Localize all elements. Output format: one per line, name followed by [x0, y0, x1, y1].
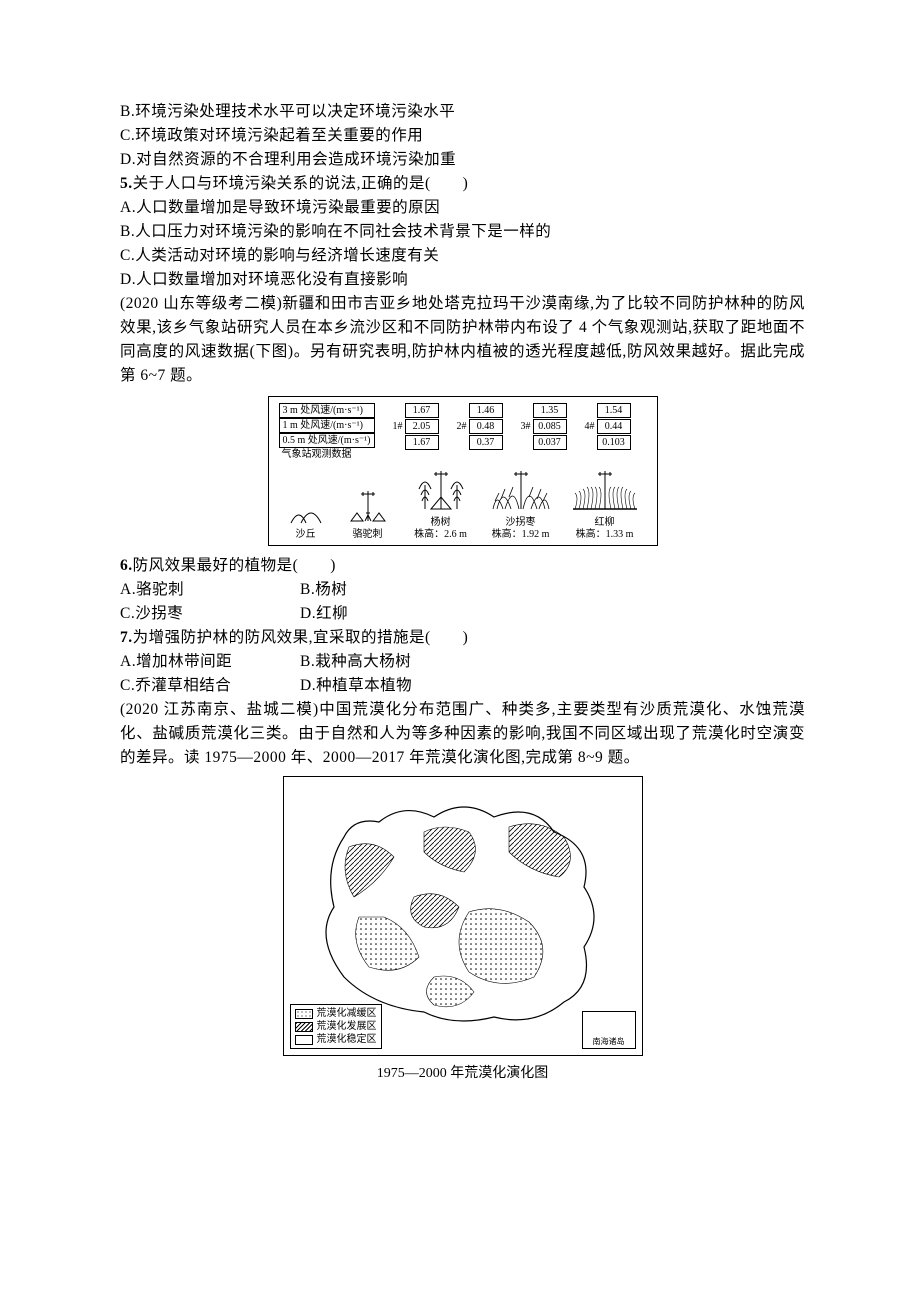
station-2-v1: 0.48: [469, 419, 503, 434]
calligonum-icon: [489, 471, 553, 515]
option-d: D.对自然资源的不合理利用会造成环境污染加重: [120, 148, 805, 172]
plant-calligonum: 沙拐枣 株高：1.92 m: [489, 471, 553, 541]
legend-stable: 荒漠化稳定区: [317, 1033, 377, 1046]
station-1-id: 1#: [393, 421, 403, 432]
q5-stem: 关于人口与环境污染关系的说法,正确的是( ): [133, 175, 469, 192]
poplar-icon: [413, 471, 469, 515]
plant-camelthorn-label: 骆驼刺: [353, 529, 383, 541]
option-b: B.环境污染处理技术水平可以决定环境污染水平: [120, 100, 805, 124]
inset-label: 南海诸岛: [593, 1036, 625, 1047]
q6-option-b: B.杨树: [300, 578, 420, 602]
plant-calligonum-height: 株高：1.92 m: [492, 529, 550, 541]
desertification-map: 荒漠化减缓区 荒漠化发展区 荒漠化稳定区 南海诸岛 1975—2000 年荒漠化…: [120, 776, 805, 1082]
station-3-id: 3#: [521, 421, 531, 432]
plant-tamarisk: 红柳 株高：1.33 m: [573, 471, 637, 541]
plant-calligonum-label: 沙拐枣: [506, 517, 536, 529]
legend-05m: 0.5 m 处风速/(m·s⁻¹): [279, 433, 375, 448]
station-1-v3: 1.67: [405, 403, 439, 418]
option-c: C.环境政策对环境污染起着至关重要的作用: [120, 124, 805, 148]
q6-options-row1: A.骆驼刺 B.杨树: [120, 578, 805, 602]
swatch-dots-icon: [295, 1009, 313, 1019]
station-4-v1: 0.44: [597, 419, 631, 434]
station-3-v1: 0.085: [533, 419, 567, 434]
station-3-v3: 1.35: [533, 403, 567, 418]
station-2-v3: 1.46: [469, 403, 503, 418]
q6-options-row2: C.沙拐枣 D.红柳: [120, 602, 805, 626]
q5-option-b: B.人口压力对环境污染的影响在不同社会技术背景下是一样的: [120, 220, 805, 244]
plant-camelthorn: 骆驼刺: [343, 491, 393, 541]
station-2: 2# 1.46 0.48 0.37: [457, 403, 503, 450]
q5-option-a: A.人口数量增加是导致环境污染最重要的原因: [120, 196, 805, 220]
q7-number: 7.: [120, 629, 133, 646]
station-4-v05: 0.103: [597, 435, 631, 450]
q7-stem: 为增强防护林的防风效果,宜采取的措施是( ): [133, 629, 469, 646]
intro-8-9: (2020 江苏南京、盐城二模)中国荒漠化分布范围广、种类多,主要类型有沙质荒漠…: [120, 698, 805, 770]
station-1: 1# 1.67 2.05 1.67: [393, 403, 439, 450]
legend-column: 3 m 处风速/(m·s⁻¹) 1 m 处风速/(m·s⁻¹) 0.5 m 处风…: [279, 403, 375, 461]
question-7: 7.为增强防护林的防风效果,宜采取的措施是( ): [120, 626, 805, 650]
q6-number: 6.: [120, 557, 133, 574]
plant-dune: 沙丘: [289, 497, 323, 541]
q7-options-row2: C.乔灌草相结合 D.种植草本植物: [120, 674, 805, 698]
legend-caption: 气象站观测数据: [279, 448, 375, 461]
legend-3m: 3 m 处风速/(m·s⁻¹): [279, 403, 375, 418]
question-5: 5.关于人口与环境污染关系的说法,正确的是( ): [120, 172, 805, 196]
plant-tamarisk-label: 红柳: [595, 517, 615, 529]
dune-icon: [289, 497, 323, 527]
q7-option-b: B.栽种高大杨树: [300, 650, 420, 674]
q6-stem: 防风效果最好的植物是( ): [133, 557, 336, 574]
q5-option-c: C.人类活动对环境的影响与经济增长速度有关: [120, 244, 805, 268]
q7-option-c: C.乔灌草相结合: [120, 674, 240, 698]
station-1-v1: 2.05: [405, 419, 439, 434]
question-6: 6.防风效果最好的植物是( ): [120, 554, 805, 578]
plant-poplar-height: 株高：2.6 m: [414, 529, 467, 541]
tamarisk-icon: [573, 471, 637, 515]
legend-slow: 荒漠化减缓区: [317, 1007, 377, 1020]
camelthorn-icon: [343, 491, 393, 527]
swatch-blank-icon: [295, 1035, 313, 1045]
legend-develop: 荒漠化发展区: [317, 1020, 377, 1033]
station-4: 4# 1.54 0.44 0.103: [585, 403, 631, 450]
q6-option-c: C.沙拐枣: [120, 602, 240, 626]
station-4-v3: 1.54: [597, 403, 631, 418]
map-legend: 荒漠化减缓区 荒漠化发展区 荒漠化稳定区: [290, 1004, 382, 1049]
station-2-v05: 0.37: [469, 435, 503, 450]
plant-tamarisk-height: 株高：1.33 m: [576, 529, 634, 541]
plant-poplar: 杨树 株高：2.6 m: [413, 471, 469, 541]
map-caption: 1975—2000 年荒漠化演化图: [377, 1062, 549, 1082]
intro-6-7: (2020 山东等级考二模)新疆和田市吉亚乡地处塔克拉玛干沙漠南缘,为了比较不同…: [120, 292, 805, 388]
station-3: 3# 1.35 0.085 0.037: [521, 403, 567, 450]
plant-dune-label: 沙丘: [296, 529, 316, 541]
q5-number: 5.: [120, 175, 133, 192]
station-1-v05: 1.67: [405, 435, 439, 450]
q7-options-row1: A.增加林带间距 B.栽种高大杨树: [120, 650, 805, 674]
q7-option-d: D.种植草本植物: [300, 674, 420, 698]
station-4-id: 4#: [585, 421, 595, 432]
station-2-id: 2#: [457, 421, 467, 432]
swatch-hatch-icon: [295, 1022, 313, 1032]
q7-option-a: A.增加林带间距: [120, 650, 240, 674]
q6-option-d: D.红柳: [300, 602, 420, 626]
legend-1m: 1 m 处风速/(m·s⁻¹): [279, 418, 375, 433]
south-sea-inset: 南海诸岛: [582, 1011, 636, 1049]
plant-poplar-label: 杨树: [431, 517, 451, 529]
wind-data-figure: 3 m 处风速/(m·s⁻¹) 1 m 处风速/(m·s⁻¹) 0.5 m 处风…: [120, 396, 805, 546]
q6-option-a: A.骆驼刺: [120, 578, 240, 602]
station-3-v05: 0.037: [533, 435, 567, 450]
q5-option-d: D.人口数量增加对环境恶化没有直接影响: [120, 268, 805, 292]
